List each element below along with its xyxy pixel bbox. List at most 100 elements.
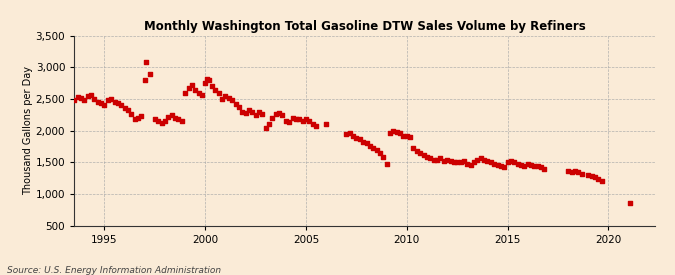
- Point: [418, 152, 429, 157]
- Point: [354, 137, 365, 142]
- Point: [489, 161, 500, 166]
- Point: [247, 109, 258, 114]
- Point: [381, 161, 392, 166]
- Point: [341, 132, 352, 137]
- Point: [438, 159, 449, 163]
- Point: [267, 116, 278, 120]
- Point: [116, 103, 127, 107]
- Point: [227, 98, 238, 103]
- Point: [375, 151, 385, 156]
- Point: [294, 117, 305, 122]
- Point: [287, 116, 298, 120]
- Point: [321, 122, 331, 127]
- Point: [526, 163, 537, 167]
- Point: [395, 131, 406, 135]
- Point: [92, 99, 103, 104]
- Point: [230, 102, 241, 106]
- Point: [261, 126, 271, 130]
- Point: [452, 160, 462, 164]
- Point: [307, 122, 318, 127]
- Point: [89, 97, 100, 101]
- Point: [159, 118, 170, 123]
- Point: [96, 101, 107, 106]
- Point: [499, 165, 510, 169]
- Point: [133, 116, 144, 120]
- Point: [284, 120, 295, 124]
- Point: [475, 156, 486, 161]
- Point: [519, 164, 530, 168]
- Point: [99, 103, 110, 108]
- Point: [156, 121, 167, 125]
- Point: [304, 118, 315, 123]
- Point: [79, 97, 90, 102]
- Point: [244, 108, 254, 112]
- Point: [183, 86, 194, 90]
- Point: [76, 96, 86, 101]
- Point: [240, 111, 251, 115]
- Point: [113, 101, 124, 106]
- Point: [364, 144, 375, 148]
- Point: [173, 117, 184, 122]
- Point: [149, 117, 160, 122]
- Point: [441, 158, 452, 162]
- Point: [169, 116, 180, 120]
- Point: [351, 136, 362, 141]
- Point: [190, 87, 200, 92]
- Point: [398, 133, 409, 138]
- Point: [123, 108, 134, 112]
- Point: [144, 72, 155, 76]
- Point: [140, 78, 151, 82]
- Point: [264, 122, 275, 127]
- Point: [539, 166, 550, 171]
- Point: [596, 179, 607, 183]
- Point: [485, 160, 496, 164]
- Point: [472, 158, 483, 162]
- Point: [196, 93, 207, 97]
- Point: [271, 112, 281, 116]
- Point: [220, 94, 231, 99]
- Point: [388, 128, 399, 133]
- Point: [589, 175, 600, 180]
- Point: [297, 118, 308, 123]
- Point: [163, 114, 173, 119]
- Point: [200, 81, 211, 85]
- Point: [69, 98, 80, 103]
- Point: [412, 149, 423, 153]
- Point: [103, 98, 113, 103]
- Point: [290, 117, 301, 122]
- Point: [392, 130, 402, 134]
- Point: [281, 118, 292, 123]
- Point: [415, 151, 426, 156]
- Point: [82, 94, 93, 99]
- Point: [153, 119, 164, 123]
- Point: [371, 147, 382, 152]
- Point: [455, 160, 466, 164]
- Point: [566, 170, 577, 175]
- Point: [533, 164, 543, 168]
- Point: [277, 113, 288, 118]
- Point: [587, 174, 597, 178]
- Point: [583, 173, 593, 177]
- Point: [358, 140, 369, 144]
- Point: [72, 95, 83, 99]
- Point: [422, 155, 433, 160]
- Point: [625, 200, 636, 205]
- Y-axis label: Thousand Gallons per Day: Thousand Gallons per Day: [23, 66, 33, 195]
- Point: [86, 93, 97, 97]
- Point: [402, 133, 412, 138]
- Point: [465, 163, 476, 167]
- Point: [254, 109, 265, 114]
- Point: [344, 131, 355, 135]
- Point: [569, 169, 580, 173]
- Point: [203, 78, 214, 82]
- Point: [213, 90, 224, 95]
- Point: [573, 170, 584, 175]
- Point: [405, 135, 416, 139]
- Point: [207, 84, 217, 89]
- Point: [593, 177, 603, 181]
- Point: [448, 160, 459, 164]
- Point: [428, 158, 439, 162]
- Point: [201, 76, 212, 81]
- Point: [479, 158, 489, 162]
- Point: [217, 97, 227, 101]
